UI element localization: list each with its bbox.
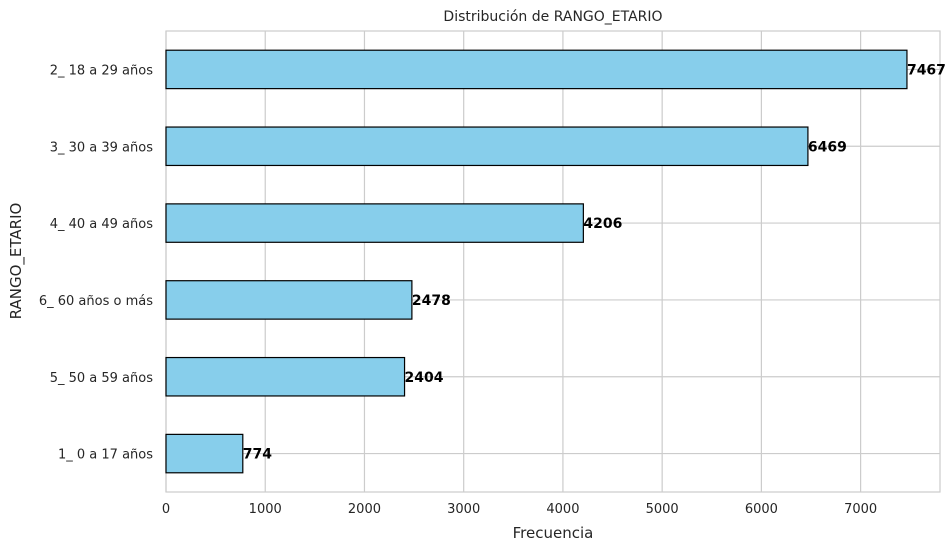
bar-value-label: 7467 xyxy=(907,62,946,78)
x-tick-label: 4000 xyxy=(546,502,579,517)
data-labels: 7467 6469 4206 2478 2404 774 xyxy=(243,62,946,462)
x-tick-label: 6000 xyxy=(745,502,778,517)
bar-value-label: 6469 xyxy=(808,139,847,155)
x-tick-label: 0 xyxy=(162,502,170,517)
bar-value-label: 774 xyxy=(243,447,272,463)
x-tick-label: 2000 xyxy=(348,502,381,517)
bars xyxy=(165,49,908,474)
bar xyxy=(165,433,244,474)
x-tick-label: 3000 xyxy=(447,502,480,517)
y-tick-labels: 2_ 18 a 29 años 3_ 30 a 39 años 4_ 40 a 49… xyxy=(39,63,153,462)
bar xyxy=(165,126,809,167)
y-tick-label: 2_ 18 a 29 años xyxy=(50,63,154,78)
bar xyxy=(165,49,908,90)
y-tick-label: 6_ 60 años o más xyxy=(39,294,153,309)
plot-frame xyxy=(165,30,941,493)
y-tick-label: 4_ 40 a 49 años xyxy=(50,217,154,232)
bar-value-label: 2404 xyxy=(405,370,444,386)
x-tick-labels: 0 1000 2000 3000 4000 5000 6000 7000 xyxy=(162,502,877,517)
y-tick-label: 5_ 50 a 59 años xyxy=(50,371,154,386)
bar-value-label: 4206 xyxy=(583,216,622,232)
bar-value-label: 2478 xyxy=(412,293,451,309)
bar xyxy=(165,280,413,320)
y-tick-label: 3_ 30 a 39 años xyxy=(50,140,154,155)
chart-title: Distribución de RANGO_ETARIO xyxy=(443,9,662,25)
bar xyxy=(165,203,584,243)
x-tick-label: 7000 xyxy=(844,502,877,517)
y-tick-label: 1_ 0 a 17 años xyxy=(58,448,153,463)
x-tick-label: 1000 xyxy=(249,502,282,517)
y-axis-label: RANGO_ETARIO xyxy=(7,203,26,320)
x-tick-label: 5000 xyxy=(646,502,679,517)
bar xyxy=(165,356,406,397)
grid-lines xyxy=(165,31,940,492)
x-axis-label: Frecuencia xyxy=(513,524,594,542)
